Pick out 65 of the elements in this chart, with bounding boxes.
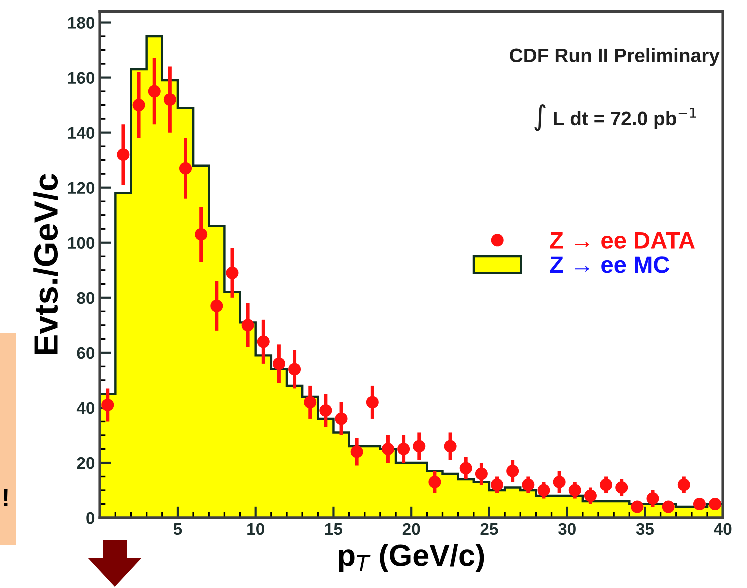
point — [366, 396, 379, 409]
x-tick-label: 40 — [714, 523, 732, 536]
point — [538, 484, 550, 497]
x-tick-label: 20 — [402, 523, 420, 536]
point — [382, 442, 394, 456]
point — [506, 465, 520, 478]
point — [148, 85, 161, 98]
y-tick-label: 140 — [68, 127, 95, 140]
x-tick-label: 10 — [248, 523, 264, 536]
point — [117, 148, 130, 162]
x-axis-title: p$_{T}$ (GeV/c) — [339, 544, 484, 572]
x-tick-label: 30 — [558, 523, 576, 536]
point — [210, 300, 224, 312]
point — [662, 500, 675, 514]
y-tick-label: 180 — [68, 17, 95, 29]
point — [522, 478, 535, 492]
point — [272, 358, 286, 370]
point — [132, 99, 146, 112]
y-tick-label: 100 — [68, 237, 95, 250]
point — [226, 266, 239, 280]
y-tick-label: 0 — [86, 512, 95, 524]
point — [475, 468, 488, 480]
point — [320, 404, 332, 417]
point — [102, 398, 114, 412]
point — [568, 484, 582, 497]
point — [693, 498, 706, 511]
x-tick-label: 5 — [174, 524, 182, 536]
point — [491, 478, 504, 492]
point — [709, 498, 722, 511]
point — [584, 490, 597, 502]
point — [631, 500, 644, 514]
point — [646, 492, 660, 506]
point — [335, 412, 348, 426]
point — [616, 482, 628, 494]
point — [288, 363, 302, 376]
x-tick-label: 35 — [636, 523, 654, 536]
y-tick-label: 80 — [77, 292, 95, 304]
y-tick-label: 20 — [77, 457, 95, 470]
legend-label: Z → ee DATA — [550, 232, 695, 249]
y-tick-label: 40 — [76, 402, 95, 414]
point — [195, 228, 208, 241]
y-tick-label: 120 — [68, 182, 95, 194]
text: ! — [4, 489, 8, 506]
point — [242, 319, 254, 332]
point — [180, 162, 192, 175]
y-tick-label: 160 — [68, 72, 95, 84]
x-tick-label: 15 — [326, 524, 343, 536]
point — [257, 336, 270, 348]
point — [444, 440, 457, 453]
x-tick-label: 25 — [480, 523, 498, 536]
legend-label: Z → ee MC — [550, 256, 670, 274]
point — [398, 442, 410, 456]
y-axis-title: Evts./GeV/c — [34, 174, 58, 354]
point — [678, 478, 690, 492]
point — [413, 440, 426, 453]
point — [164, 94, 176, 106]
point — [553, 476, 566, 489]
annotation: ∫ L dt = 72.0 pb$^{−1}$ — [534, 104, 696, 132]
y-tick-label: 60 — [77, 347, 95, 360]
point — [460, 462, 472, 475]
point — [304, 396, 317, 409]
point — [428, 476, 442, 489]
annotation: CDF Run II Preliminary — [510, 48, 720, 66]
point — [600, 478, 613, 492]
point — [350, 446, 364, 458]
